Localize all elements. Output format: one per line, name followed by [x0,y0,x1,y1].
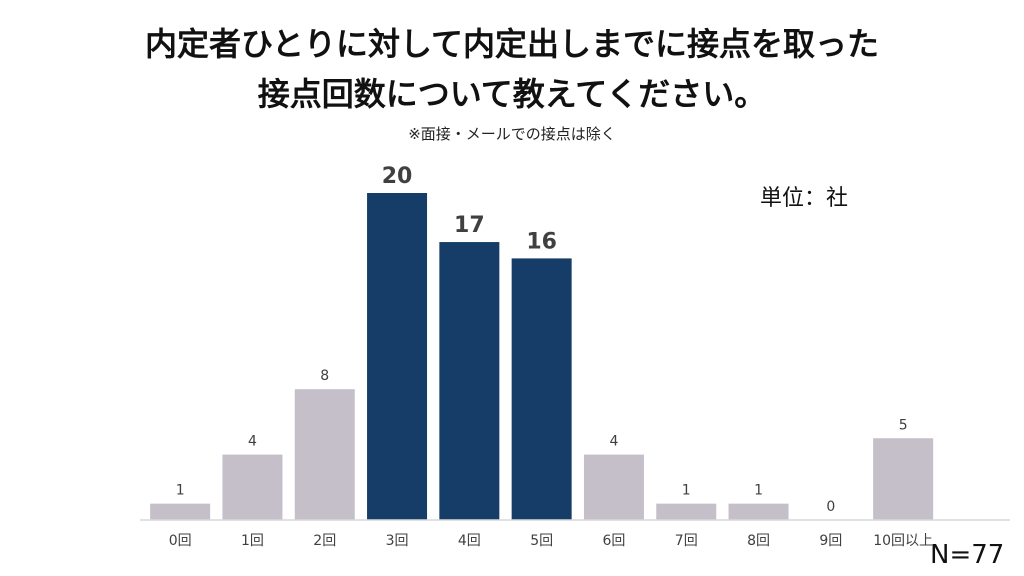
chart-title-line1: 内定者ひとりに対して内定出しまでに接点を取った [144,25,880,63]
tick-label-5: 5回 [530,533,553,549]
tick-labels-group: 0回 1回 2回 3回 4回 5回 6回 7回 8回 9回 10回以上 [169,533,933,549]
tick-label-6: 6回 [602,533,625,549]
bar-8 [728,503,789,520]
tick-label-4: 4回 [458,533,481,549]
tick-label-7: 7回 [675,533,698,549]
unit-label: 単位：社 [760,186,849,211]
chart-title-line2: 接点回数について教えてください。 [257,75,767,113]
chart-subtitle: ※面接・メールでの接点は除く [408,125,616,143]
value-label-4: 17 [454,213,485,238]
tick-label-3: 3回 [386,533,409,549]
value-label-3: 20 [382,164,413,189]
value-label-10: 5 [899,417,908,433]
value-label-0: 1 [176,483,185,499]
bar-10 [873,438,934,520]
bar-2 [294,389,355,520]
bar-4 [439,242,500,521]
tick-label-1: 1回 [241,533,264,549]
value-label-2: 8 [320,368,329,384]
bar-6 [583,454,644,520]
sample-size: N=77 [930,540,1005,570]
tick-label-0: 0回 [169,533,192,549]
value-label-6: 4 [609,434,618,450]
bar-3 [367,193,428,520]
tick-label-9: 9回 [819,533,842,549]
value-label-7: 1 [682,483,691,499]
value-label-5: 16 [526,229,557,254]
bar-1 [222,454,283,520]
value-label-9: 0 [826,499,835,515]
bar-7 [656,503,717,520]
bar-0 [150,503,211,520]
value-label-8: 1 [754,483,763,499]
tick-label-10: 10回以上 [873,533,933,549]
tick-label-8: 8回 [747,533,770,549]
tick-label-2: 2回 [313,533,336,549]
value-labels-group: 1 4 8 20 17 16 4 1 1 0 5 [176,164,908,515]
value-label-1: 4 [248,434,257,450]
bar-5 [511,258,572,520]
bars-group [150,193,934,521]
